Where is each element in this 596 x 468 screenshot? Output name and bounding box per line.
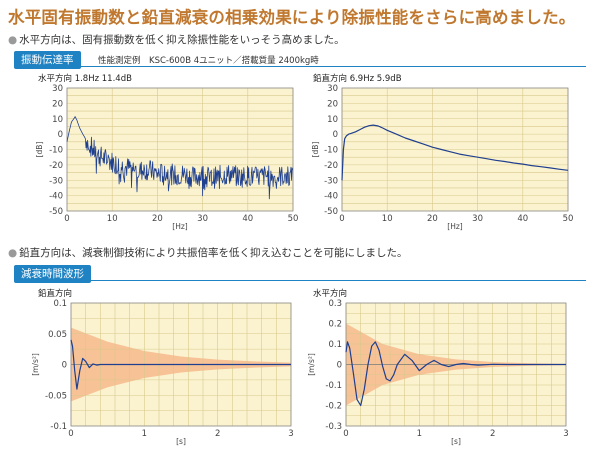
y-tick-label: -30 xyxy=(324,176,338,186)
x-tick-label: 1 xyxy=(417,429,422,439)
chart-decay-vertical: 0.10.050-0.05-0.10 1 2 3[m/s²][s]鉛直方向 xyxy=(31,288,294,446)
x-axis-label: [s] xyxy=(451,437,461,446)
series-line xyxy=(66,116,293,200)
y-tick-label: -0.05 xyxy=(45,391,67,401)
x-tick-label: 0 xyxy=(68,429,73,439)
section1-bullet: ● 水平方向は、固有振動数を低く抑え除振性能をいっそう高めました。 xyxy=(8,32,345,47)
y-tick-label: 10 xyxy=(327,115,338,125)
x-tick-label: 20 xyxy=(427,214,438,224)
y-axis-label: [m/s²] xyxy=(307,353,316,376)
y-tick-label: 0 xyxy=(337,361,342,371)
y-tick-label: 20 xyxy=(327,99,338,109)
y-axis-label: [m/s²] xyxy=(31,353,40,376)
y-tick-label: 0 xyxy=(333,130,338,140)
y-tick-label: -20 xyxy=(324,161,338,171)
chart-title: 鉛直方向 xyxy=(38,288,72,299)
x-tick-label: 3 xyxy=(563,429,568,439)
chart-title: 水平方向 xyxy=(313,288,347,299)
section1-bullet-text: 水平方向は、固有振動数を低く抑え除振性能をいっそう高めました。 xyxy=(19,34,345,46)
bullet-dot-icon: ● xyxy=(8,247,18,259)
series-line xyxy=(70,339,291,390)
tab-transmissibility: 振動伝達率 xyxy=(14,51,81,69)
x-tick-label: 1 xyxy=(142,429,147,439)
section2-bullet-text: 鉛直方向は、減衰制御技術により共振倍率を低く抑え込むことを可能にしました。 xyxy=(19,247,408,259)
x-tick-label: 10 xyxy=(382,214,393,224)
x-tick-label: 0 xyxy=(343,429,348,439)
chart-decay-horizontal: 0.30.20.10-0.1-0.2-0.30 1 2 3[m/s²][s]水平方向 xyxy=(307,288,569,446)
plot-frame xyxy=(341,87,569,212)
section2-bullet: ● 鉛直方向は、減衰制御技術により共振倍率を低く抑え込むことを可能にしました。 xyxy=(8,245,407,260)
x-axis-label: [Hz] xyxy=(172,222,188,231)
y-tick-label: 0.1 xyxy=(328,340,342,350)
y-tick-label: -50 xyxy=(324,207,338,217)
y-tick-label: -30 xyxy=(49,176,63,186)
plot-frame xyxy=(66,87,294,212)
x-tick-label: 40 xyxy=(517,214,528,224)
section2-divider xyxy=(14,280,586,281)
y-tick-label: -10 xyxy=(324,146,338,156)
y-tick-label: 0 xyxy=(58,130,63,140)
x-tick-label: 30 xyxy=(197,214,208,224)
y-axis-label: [dB] xyxy=(311,142,320,158)
chart-title: 水平方向 1.8Hz 11.4dB xyxy=(38,73,132,84)
section1-divider xyxy=(14,66,586,67)
spec-note: 性能測定例 KSC-600B 4ユニット／搭載質量 2400kg時 xyxy=(98,56,319,66)
x-tick-label: 10 xyxy=(107,214,118,224)
y-tick-label: 0.05 xyxy=(48,330,67,340)
y-tick-label: -0.1 xyxy=(50,422,67,432)
y-tick-label: 0.2 xyxy=(328,320,342,330)
x-tick-label: 2 xyxy=(490,429,495,439)
series-line xyxy=(345,341,566,407)
y-tick-label: 0.3 xyxy=(328,299,342,309)
y-axis-label: [dB] xyxy=(35,142,44,158)
x-tick-label: 50 xyxy=(288,214,299,224)
y-tick-label: 0 xyxy=(62,361,67,371)
y-tick-label: -50 xyxy=(49,207,63,217)
x-tick-label: 0 xyxy=(339,214,344,224)
x-axis-label: [s] xyxy=(176,437,186,446)
bullet-dot-icon: ● xyxy=(8,34,18,46)
x-axis-label: [Hz] xyxy=(447,222,463,231)
y-tick-label: -40 xyxy=(324,192,338,202)
tab-decay-waveform: 減衰時間波形 xyxy=(14,265,91,283)
y-tick-label: 0.1 xyxy=(53,299,67,309)
series-line xyxy=(341,124,569,181)
y-tick-label: 30 xyxy=(327,84,338,94)
x-tick-label: 40 xyxy=(242,214,253,224)
x-tick-label: 20 xyxy=(152,214,163,224)
y-tick-label: -40 xyxy=(49,192,63,202)
y-tick-label: 20 xyxy=(52,99,63,109)
y-tick-label: -0.1 xyxy=(325,381,342,391)
x-tick-label: 50 xyxy=(563,214,574,224)
y-tick-label: -0.2 xyxy=(325,402,342,412)
x-tick-label: 3 xyxy=(288,429,293,439)
y-tick-label: 30 xyxy=(52,84,63,94)
y-tick-label: 10 xyxy=(52,115,63,125)
y-tick-label: -10 xyxy=(49,146,63,156)
chart-title: 鉛直方向 6.9Hz 5.9dB xyxy=(313,73,402,84)
y-tick-label: -20 xyxy=(49,161,63,171)
page-headline: 水平固有振動数と鉛直減衰の相乗効果により除振性能をさらに高めました。 xyxy=(8,8,576,27)
y-tick-label: -0.3 xyxy=(325,422,342,432)
x-tick-label: 30 xyxy=(472,214,483,224)
x-tick-label: 2 xyxy=(215,429,220,439)
x-tick-label: 0 xyxy=(64,214,69,224)
